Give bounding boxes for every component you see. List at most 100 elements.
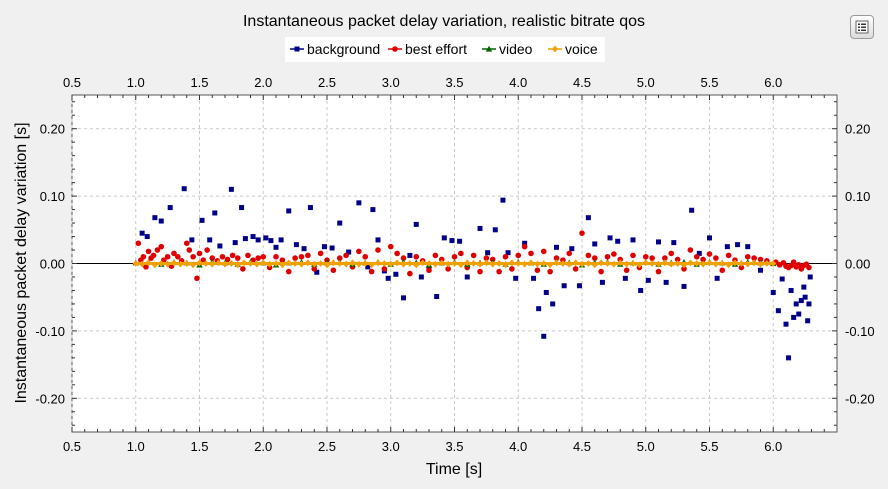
x-tick-label: 6.0 (764, 439, 782, 454)
voice-point (585, 260, 592, 267)
best-effort-point (190, 253, 196, 260)
voice-point (534, 260, 541, 268)
y-tick-label: 0.00 (40, 257, 65, 272)
background-point (779, 276, 785, 282)
best-effort-point (623, 267, 630, 274)
background-point (798, 298, 804, 304)
chart-menu-button[interactable] (850, 15, 874, 39)
background-point (622, 275, 628, 281)
voice-point (387, 260, 394, 268)
voice-point (234, 261, 241, 269)
voice-point (253, 260, 260, 268)
background-point (758, 267, 763, 273)
voice-point (304, 259, 311, 267)
voice-point (470, 260, 477, 267)
best-effort-point (175, 253, 181, 260)
background-point (441, 235, 447, 241)
voice-point (738, 260, 745, 267)
best-effort-point (693, 253, 700, 260)
background-point (806, 301, 812, 307)
series-voice (132, 259, 777, 269)
legend-marker-video (485, 45, 493, 52)
voice-point (190, 261, 197, 269)
voice-point (451, 260, 458, 267)
x-tick-label: 3.0 (382, 439, 400, 454)
best-effort-point (158, 243, 165, 250)
background-point (346, 249, 352, 255)
background-point (337, 220, 343, 226)
background-point (418, 274, 424, 280)
voice-point (655, 260, 662, 268)
voice-point (355, 260, 362, 268)
background-point (645, 277, 651, 283)
y-tick-label: 0.10 (40, 189, 65, 204)
best-effort-point (432, 252, 439, 259)
voice-point (636, 261, 643, 269)
y-tick-label-right: 0.00 (845, 257, 870, 272)
y-tick-label-right: -0.10 (845, 324, 875, 339)
voice-point (202, 260, 209, 267)
x-tick-label: 5.5 (700, 439, 718, 454)
voice-point (528, 259, 534, 267)
background-point (607, 235, 613, 241)
voice-point (540, 260, 547, 267)
voice-point (598, 259, 605, 267)
voice-point (591, 261, 598, 269)
best-effort-point (362, 253, 369, 260)
voice-point (712, 260, 719, 268)
background-point (167, 205, 173, 211)
background-point (492, 227, 498, 233)
background-point (543, 289, 549, 295)
best-effort-point (279, 257, 286, 263)
voice-point (515, 260, 522, 267)
voice-point (228, 260, 235, 267)
best-effort-point (706, 251, 713, 257)
best-effort-point (668, 250, 675, 257)
best-effort-point (292, 255, 298, 261)
best-effort-point (553, 255, 560, 261)
voice-point (744, 260, 751, 268)
best-effort-point (496, 268, 502, 275)
legend-marker-voice (552, 45, 558, 53)
background-point (356, 200, 362, 206)
legend-marker-best-effort (392, 46, 398, 52)
best-effort-point (204, 247, 210, 253)
x-tick-label-top: 0.5 (63, 75, 81, 90)
voice-point (719, 260, 726, 267)
background-point (536, 306, 542, 312)
background-point (464, 274, 470, 280)
best-effort-point (502, 253, 509, 260)
background-point (599, 279, 605, 285)
best-effort-point (150, 252, 157, 259)
best-effort-point (356, 248, 362, 255)
voice-point (177, 260, 184, 268)
best-effort-point (285, 268, 292, 275)
voice-point (681, 261, 687, 269)
voice-point (145, 259, 152, 267)
background-point (531, 275, 537, 281)
voice-point (489, 260, 496, 268)
best-effort-point (171, 250, 177, 257)
background-point (696, 250, 702, 256)
voice-point (330, 259, 337, 267)
best-effort-point (483, 255, 490, 261)
voice-point (700, 260, 707, 268)
best-effort-point (540, 248, 547, 255)
best-effort-point (224, 256, 231, 263)
background-point (268, 238, 274, 244)
voice-point (725, 261, 732, 269)
x-tick-label-top: 2.5 (318, 75, 336, 90)
best-effort-point (719, 267, 726, 274)
best-effort-point (547, 268, 553, 275)
best-effort-point (458, 250, 464, 257)
background-point (592, 241, 598, 247)
best-effort-point (630, 252, 636, 259)
background-point (793, 301, 799, 307)
background-point (242, 236, 248, 242)
voice-point (751, 259, 758, 267)
voice-point (579, 260, 585, 268)
x-tick-label: 4.0 (509, 439, 527, 454)
best-effort-point (140, 253, 147, 260)
background-point (663, 279, 669, 285)
